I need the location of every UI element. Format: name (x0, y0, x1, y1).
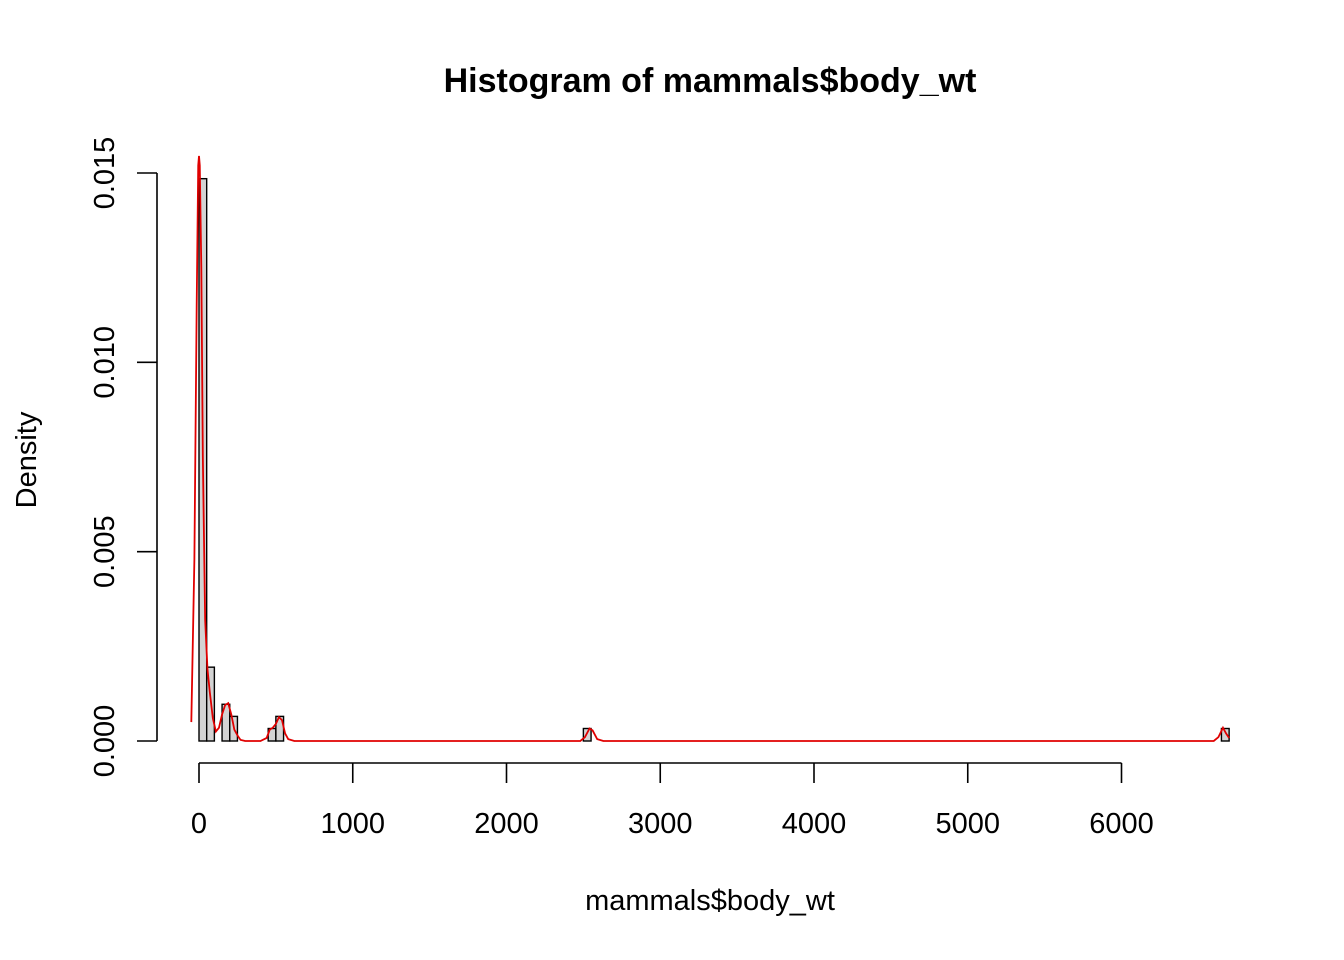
x-axis-label: mammals$body_wt (585, 885, 835, 917)
histogram-bar-7 (1220, 727, 1230, 742)
y-axis: 0.000 0.005 0.010 0.015 (89, 137, 158, 778)
x-tick-label: 6000 (1089, 808, 1154, 840)
x-axis: 0 1000 2000 3000 4000 5000 6000 (191, 762, 1154, 840)
x-tick-label: 4000 (782, 808, 847, 840)
y-axis-label: Density (11, 411, 43, 508)
density-curve (190, 155, 1230, 742)
x-tick-label: 1000 (320, 808, 385, 840)
x-tick-label: 5000 (935, 808, 1000, 840)
chart-title: Histogram of mammals$body_wt (444, 62, 977, 100)
y-tick-label: 0.015 (89, 137, 121, 210)
y-tick-label: 0.000 (89, 705, 121, 778)
histogram-bars (198, 177, 1230, 742)
x-tick-label: 2000 (474, 808, 539, 840)
y-tick-label: 0.005 (89, 515, 121, 588)
y-tick-label: 0.010 (89, 326, 121, 399)
x-tick-label: 3000 (628, 808, 693, 840)
x-tick-label: 0 (191, 808, 207, 840)
